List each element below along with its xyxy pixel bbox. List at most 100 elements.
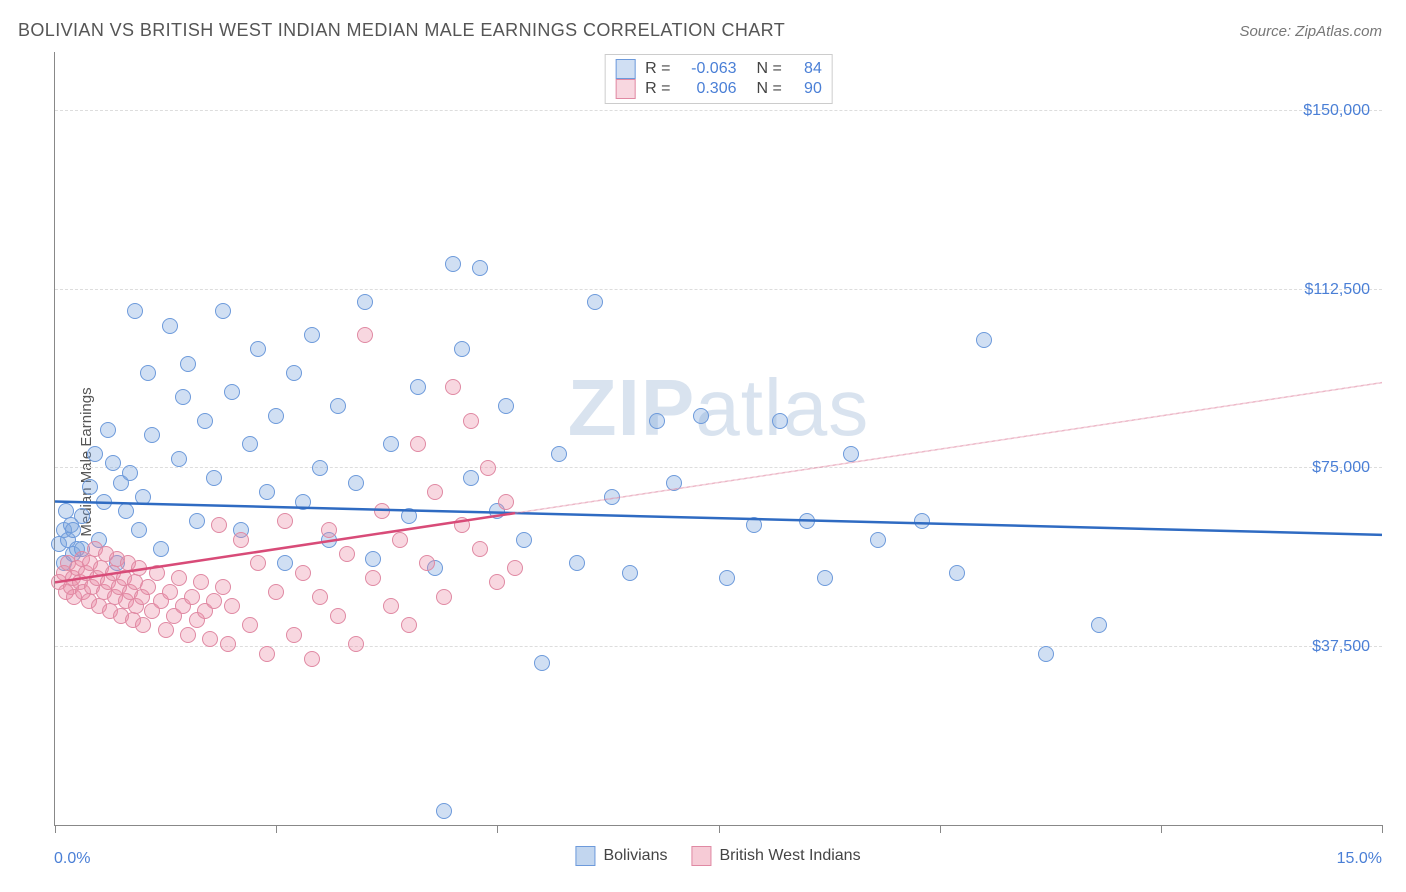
chart-area: Median Male Earnings ZIPatlas R =-0.063N… [18,52,1382,872]
chart-source: Source: ZipAtlas.com [1239,23,1382,40]
y-tick-label: $112,500 [1304,281,1370,299]
gridline [55,289,1382,290]
data-point [202,631,218,647]
correlation-legend-row: R =0.306N =90 [615,79,822,99]
chart-title: BOLIVIAN VS BRITISH WEST INDIAN MEDIAN M… [18,20,785,41]
gridline [55,646,1382,647]
legend-swatch [691,846,711,866]
legend-swatch [615,59,635,79]
data-point [242,436,258,452]
data-point [82,479,98,495]
data-point [259,646,275,662]
data-point [976,332,992,348]
data-point [489,574,505,590]
data-point [206,593,222,609]
y-tick-label: $75,000 [1312,459,1370,477]
data-point [401,617,417,633]
data-point [140,579,156,595]
data-point [472,260,488,276]
data-point [516,532,532,548]
correlation-legend-row: R =-0.063N =84 [615,59,822,79]
data-point [649,413,665,429]
data-point [472,541,488,557]
legend-n-value: 90 [792,80,822,98]
data-point [87,446,103,462]
data-point [286,627,302,643]
data-point [224,384,240,400]
data-point [507,560,523,576]
data-point [843,446,859,462]
data-point [436,803,452,819]
x-axis-max-label: 15.0% [1337,850,1382,868]
plot-region: ZIPatlas R =-0.063N =84R =0.306N =90 $37… [54,52,1382,826]
data-point [189,513,205,529]
data-point [96,494,112,510]
data-point [365,551,381,567]
data-point [193,574,209,590]
data-point [153,541,169,557]
data-point [498,494,514,510]
data-point [1038,646,1054,662]
data-point [427,484,443,500]
data-point [105,455,121,471]
data-point [914,513,930,529]
data-point [118,503,134,519]
legend-r-label: R = [645,80,670,98]
data-point [277,555,293,571]
data-point [175,389,191,405]
data-point [799,513,815,529]
legend-r-value: 0.306 [681,80,737,98]
data-point [250,555,266,571]
chart-header: BOLIVIAN VS BRITISH WEST INDIAN MEDIAN M… [0,0,1406,49]
legend-label: Bolivians [603,847,667,865]
data-point [224,598,240,614]
data-point [463,413,479,429]
data-point [215,303,231,319]
data-point [295,565,311,581]
data-point [65,522,81,538]
data-point [622,565,638,581]
legend-label: British West Indians [719,847,860,865]
legend-swatch [575,846,595,866]
data-point [184,589,200,605]
data-point [242,617,258,633]
data-point [180,356,196,372]
data-point [122,465,138,481]
data-point [304,327,320,343]
data-point [171,570,187,586]
correlation-legend: R =-0.063N =84R =0.306N =90 [604,54,833,104]
data-point [498,398,514,414]
data-point [74,508,90,524]
data-point [277,513,293,529]
data-point [604,489,620,505]
data-point [250,341,266,357]
data-point [348,636,364,652]
data-point [100,422,116,438]
data-point [215,579,231,595]
data-point [357,294,373,310]
gridline [55,110,1382,111]
data-point [206,470,222,486]
data-point [140,365,156,381]
data-point [149,565,165,581]
data-point [158,622,174,638]
data-point [135,489,151,505]
data-point [268,584,284,600]
data-point [374,503,390,519]
data-point [569,555,585,571]
data-point [268,408,284,424]
data-point [286,365,302,381]
data-point [401,508,417,524]
series-legend: Bolivians British West Indians [575,846,860,866]
x-axis: 0.0% 15.0% BoliviansBritish West Indians [54,830,1382,872]
data-point [211,517,227,533]
legend-swatch [615,79,635,99]
legend-r-value: -0.063 [681,60,737,78]
data-point [551,446,567,462]
data-point [445,256,461,272]
data-point [454,517,470,533]
data-point [312,589,328,605]
legend-n-value: 84 [792,60,822,78]
data-point [259,484,275,500]
data-point [127,303,143,319]
